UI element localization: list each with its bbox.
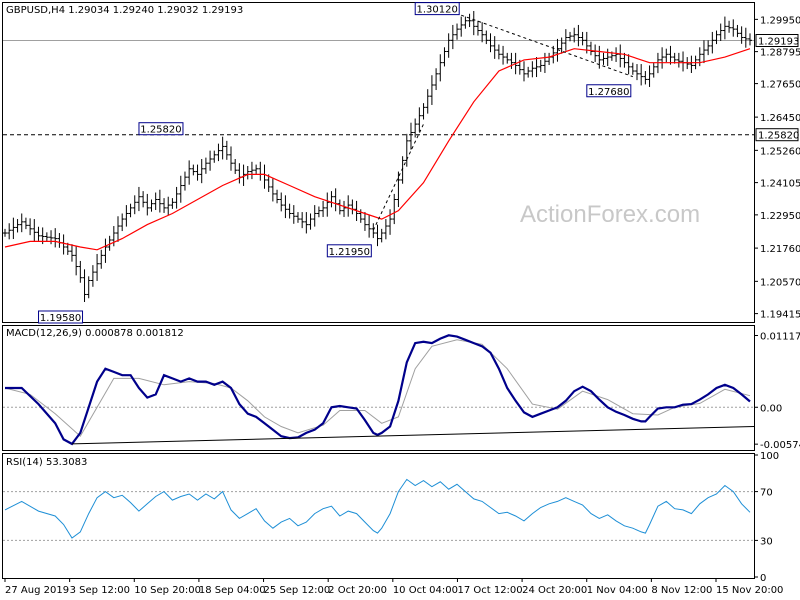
rsi-tick-label: 0 (760, 573, 766, 584)
time-tick-label: 1 Nov 04:00 (587, 585, 648, 596)
rsi-header: RSI(14) 53.3083 (6, 457, 87, 468)
price-tick-label: 1.24105 (760, 179, 800, 190)
macd-header: MACD(12,26,9) 0.000878 0.001812 (6, 328, 184, 339)
trendline (372, 123, 424, 231)
price-marker-label: 1.25820 (758, 131, 799, 142)
price-header: GBPUSD,H4 1.29034 1.29240 1.29032 1.2919… (6, 5, 243, 16)
price-panel-frame (2, 2, 755, 323)
price-label: 1.21950 (329, 247, 370, 258)
time-tick-label: 2 Oct 20:00 (328, 585, 387, 596)
time-tick-label: 8 Nov 12:00 (651, 585, 712, 596)
macd-trendline (71, 426, 755, 445)
macd-line (5, 334, 751, 446)
time-tick-label: 10 Oct 04:00 (393, 585, 458, 596)
time-tick-label: 27 Aug 2019 (5, 585, 69, 596)
time-tick-label: 10 Sep 20:00 (134, 585, 201, 596)
price-label: 1.30120 (417, 5, 458, 16)
time-tick-label: 18 Sep 04:00 (199, 585, 266, 596)
moving-average-line (4, 48, 751, 251)
price-label-box (38, 310, 84, 324)
rsi-tick-label: 30 (760, 536, 773, 547)
rsi-axis: 100 70 30 0 (754, 451, 779, 584)
price-tick-label: 1.22950 (760, 211, 800, 222)
price-label-box (326, 244, 372, 258)
macd-signal-line (4, 339, 751, 437)
macd-lines (3, 334, 755, 446)
rsi-panel-frame (2, 453, 755, 579)
price-grid (3, 40, 754, 136)
price-label: 1.19580 (40, 313, 81, 324)
price-tick-label: 1.19415 (760, 310, 800, 321)
macd-axis: 0.011177 0.00 -0.005746 (754, 331, 800, 451)
price-label-box (414, 2, 460, 16)
time-tick-label: 24 Oct 20:00 (522, 585, 587, 596)
price-tick-label: 1.29950 (760, 15, 800, 26)
time-tick-label: 3 Sep 12:00 (70, 585, 130, 596)
time-axis: 27 Aug 2019 3 Sep 12:00 10 Sep 20:0018 Sep… (4, 578, 783, 596)
price-label: 1.25820 (140, 125, 181, 136)
watermark: ActionForex.com (520, 201, 700, 228)
price-tick-label: 1.20570 (760, 277, 800, 288)
price-label-box (586, 84, 632, 98)
rsi-line (4, 478, 751, 539)
macd-tick-label: 0.00 (760, 403, 782, 414)
macd-tick-label: 0.011177 (760, 331, 800, 342)
rsi-lines (3, 478, 754, 541)
rsi-tick-label: 70 (760, 488, 773, 499)
time-tick-label: 17 Oct 12:00 (457, 585, 522, 596)
price-label: 1.27680 (588, 87, 629, 98)
price-lines (4, 14, 751, 251)
price-axis: 1.29950 1.28795 1.27650 1.26450 1.25260 1.241… (754, 15, 800, 321)
price-marker-box (755, 34, 799, 48)
macd-tick-label: -0.005746 (760, 440, 800, 451)
trendline (461, 14, 633, 78)
price-tick-label: 1.21760 (760, 244, 800, 255)
rsi-tick-label: 100 (760, 451, 779, 462)
price-marker-box (755, 128, 799, 142)
price-tick-label: 1.26450 (760, 113, 800, 124)
macd-panel-frame (2, 325, 755, 451)
price-tick-label: 1.25260 (760, 146, 800, 157)
price-marker-label: 1.29193 (758, 37, 799, 48)
price-label-box (138, 122, 184, 136)
price-tick-label: 1.28795 (760, 48, 800, 59)
time-tick-label: 15 Nov 20:00 (716, 585, 783, 596)
price-annotations: 1.30120 1.25820 1.27680 1.21950 1.19580 (38, 2, 632, 324)
price-tick-label: 1.27650 (760, 80, 800, 91)
time-tick-label: 25 Sep 12:00 (264, 585, 331, 596)
